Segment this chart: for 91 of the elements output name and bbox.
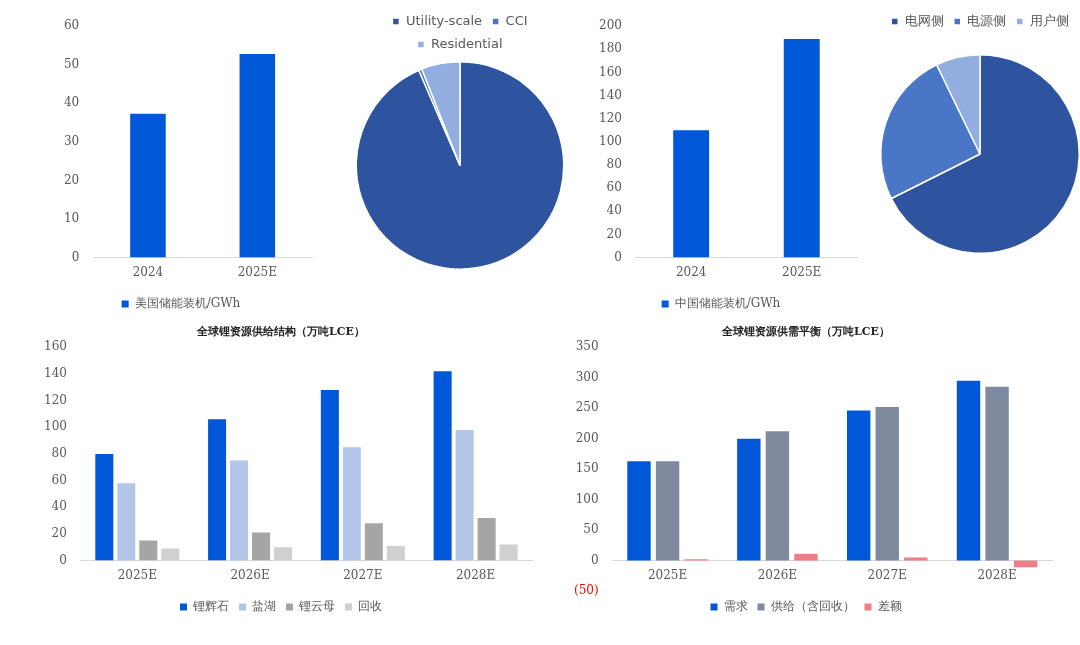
y-tick-label: 120	[599, 110, 622, 125]
x-tick-label: 2028E	[455, 567, 496, 582]
y-tick-label: 20	[51, 526, 67, 541]
legend-label: 锂辉石	[192, 599, 229, 614]
legend-label: 供给（含回收）	[770, 599, 855, 614]
x-tick-label: 2025E	[237, 264, 277, 279]
legend-label: Residential	[430, 35, 503, 51]
legend-label: 用户侧	[1029, 12, 1069, 28]
x-tick-label: 2028E	[977, 567, 1017, 582]
y-tick-label: 0	[59, 552, 67, 567]
x-tick-label: 2025E	[782, 264, 822, 279]
y-tick-label: 0	[614, 249, 622, 264]
y-tick-label: 10	[63, 211, 80, 226]
bar	[765, 431, 790, 561]
y-tick-label: 350	[575, 339, 599, 354]
bar	[499, 544, 518, 561]
y-tick-label: 50	[583, 522, 599, 537]
y-tick-label: 150	[575, 461, 599, 476]
y-tick-label: (50)	[573, 583, 599, 598]
legend-label: 美国储能装机/GWh	[134, 296, 241, 311]
legend-label: CCI	[505, 12, 528, 28]
bar	[95, 453, 114, 561]
bar	[320, 389, 339, 561]
y-tick-label: 100	[575, 491, 599, 506]
y-tick-label: 30	[63, 134, 80, 149]
y-tick-label: 40	[51, 499, 67, 514]
y-tick-label: 80	[51, 446, 67, 461]
y-tick-label: 160	[599, 64, 622, 79]
y-tick-label: 60	[51, 472, 67, 487]
bar	[455, 429, 474, 561]
x-tick-label: 2026E	[757, 567, 798, 582]
bar	[477, 517, 496, 561]
bar	[161, 548, 180, 561]
bar	[342, 447, 361, 561]
y-tick-label: 160	[44, 339, 67, 354]
bar	[904, 557, 928, 561]
y-tick-label: 0	[590, 552, 599, 567]
bar	[655, 461, 680, 561]
bar	[956, 380, 981, 561]
y-tick-label: 180	[599, 41, 622, 56]
y-tick-label: 40	[63, 95, 80, 110]
y-tick-label: 200	[575, 430, 599, 445]
legend-label: Utility-scale	[405, 12, 483, 28]
x-tick-label: 2026E	[230, 567, 270, 582]
legend-label: 电网侧	[904, 12, 944, 28]
x-tick-label: 2027E	[343, 567, 383, 582]
y-tick-label: 20	[606, 226, 622, 241]
y-tick-label: 40	[606, 203, 622, 218]
bar	[846, 410, 871, 561]
bar	[627, 461, 651, 561]
y-tick-label: 80	[606, 157, 622, 172]
y-tick-label: 140	[44, 366, 67, 380]
x-tick-label: 2027E	[867, 567, 907, 582]
x-tick-label: 2024	[132, 264, 164, 279]
y-tick-label: 0	[71, 249, 80, 264]
bar	[985, 386, 1009, 561]
bar	[875, 406, 899, 561]
y-tick-label: 250	[575, 400, 599, 415]
bar	[252, 532, 271, 561]
legend-label: 锂云母	[298, 599, 335, 614]
y-tick-label: 300	[575, 369, 599, 384]
x-tick-label: 2025E	[117, 567, 157, 582]
bar	[139, 540, 158, 561]
legend-label: 差额	[877, 599, 902, 614]
chart-title: 全球锂资源供给结构（万吨LCE）	[196, 325, 365, 339]
y-tick-label: 120	[44, 392, 67, 407]
y-tick-label: 50	[63, 56, 80, 71]
bar	[117, 483, 136, 561]
y-tick-label: 100	[44, 419, 67, 434]
x-tick-label: 2025E	[647, 567, 688, 582]
y-tick-label: 140	[599, 87, 622, 102]
y-tick-label: 20	[63, 172, 80, 187]
x-tick-label: 2024	[675, 264, 707, 279]
bar	[386, 545, 405, 561]
y-tick-label: 60	[63, 18, 80, 33]
bar	[230, 460, 249, 561]
bar	[794, 553, 818, 561]
bar	[208, 419, 227, 561]
bar	[433, 371, 452, 561]
y-tick-label: 60	[606, 180, 622, 195]
legend-label: 需求	[723, 599, 748, 614]
chart-title: 全球锂资源供需平衡（万吨LCE）	[721, 325, 890, 339]
bar	[737, 438, 761, 561]
legend-label: 电源侧	[967, 12, 1007, 28]
y-tick-label: 200	[599, 18, 622, 33]
y-tick-label: 100	[599, 134, 622, 149]
legend-label: 中国储能装机/GWh	[674, 296, 781, 311]
bar	[274, 547, 293, 561]
legend-label: 盐湖	[252, 599, 276, 614]
bar	[364, 523, 383, 561]
legend-label: 回收	[358, 599, 382, 614]
